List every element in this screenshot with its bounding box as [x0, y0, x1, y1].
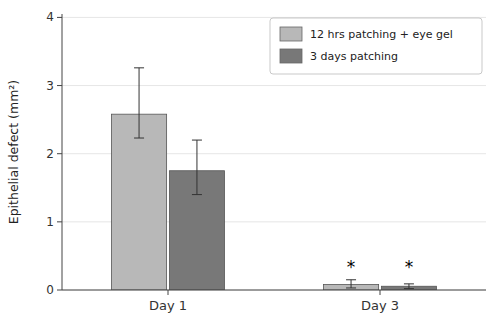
y-tick: [57, 153, 62, 154]
y-tick: [57, 17, 62, 18]
y-tick: [57, 290, 62, 291]
y-tick: [57, 85, 62, 86]
grid-line: [62, 85, 486, 86]
y-tick-label: 0: [46, 283, 54, 297]
bars: [112, 68, 437, 290]
legend-swatch: [280, 27, 302, 41]
x-axis-line: [62, 290, 486, 291]
x-tick: [380, 290, 381, 295]
x-tick-label: Day 1: [149, 298, 187, 313]
legend-swatch: [280, 49, 302, 63]
y-axis: 0 1 2 3 4: [46, 10, 486, 297]
annotation: *: [347, 257, 356, 277]
y-axis-line: [62, 14, 63, 290]
y-tick-label: 3: [46, 79, 54, 93]
legend: 12 hrs patching + eye gel 3 days patching: [270, 18, 482, 74]
x-tick: [168, 290, 169, 295]
legend-label: 12 hrs patching + eye gel: [310, 28, 453, 41]
grid-line: [62, 290, 486, 291]
error-bar: [404, 284, 414, 289]
y-tick-label: 1: [46, 215, 54, 229]
y-tick-label: 2: [46, 147, 54, 161]
error-bar: [134, 68, 144, 138]
error-bar: [192, 140, 202, 195]
y-label: Epithelial defect (mm²): [6, 80, 21, 224]
bar: [112, 114, 167, 290]
y-tick-label: 4: [46, 10, 54, 24]
legend-frame: [270, 18, 482, 74]
y-tick: [57, 221, 62, 222]
x-tick-label: Day 3: [361, 298, 399, 313]
legend-label: 3 days patching: [310, 50, 398, 63]
error-bar: [346, 280, 356, 288]
annotation: *: [405, 257, 414, 277]
